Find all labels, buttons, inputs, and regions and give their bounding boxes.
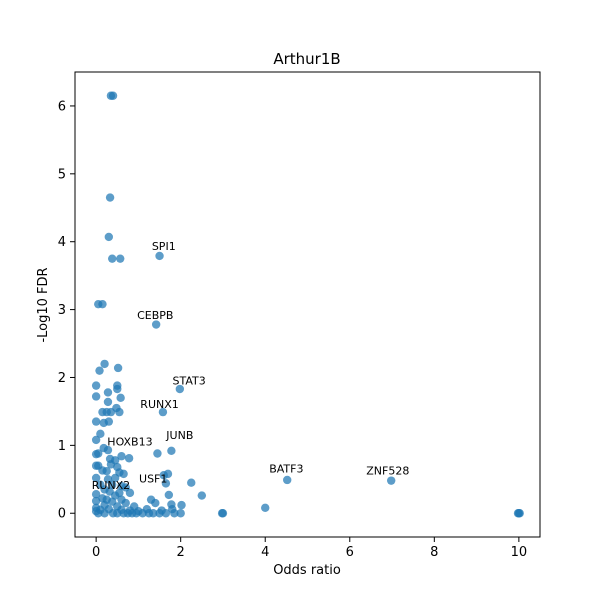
y-tick-label: 3 bbox=[58, 303, 66, 318]
x-ticks: 0 2 4 6 8 10 bbox=[92, 537, 527, 560]
data-point bbox=[187, 478, 196, 487]
data-point bbox=[149, 509, 158, 518]
data-point bbox=[121, 498, 130, 508]
data-point bbox=[113, 363, 123, 373]
data-point bbox=[387, 476, 396, 485]
data-point bbox=[115, 407, 124, 417]
data-point bbox=[125, 488, 135, 498]
x-tick-label: 6 bbox=[346, 545, 354, 560]
data-point bbox=[94, 509, 103, 518]
data-point bbox=[91, 490, 101, 499]
annotations-layer: SPI1 CEBPB STAT3 RUNX1 JUNB HOXB13 BATF3 ZNF528… bbox=[92, 240, 410, 492]
y-ticks: 0 1 2 3 4 5 6 bbox=[58, 99, 75, 522]
data-point bbox=[113, 509, 122, 518]
data-point bbox=[167, 446, 176, 455]
annotation-label: BATF3 bbox=[269, 463, 303, 476]
data-point bbox=[197, 491, 207, 500]
data-point bbox=[155, 509, 164, 518]
data-point bbox=[96, 429, 105, 439]
data-point bbox=[132, 509, 141, 518]
data-point bbox=[164, 490, 174, 500]
data-point bbox=[116, 393, 125, 403]
x-tick-label: 0 bbox=[92, 545, 100, 560]
y-tick-label: 0 bbox=[58, 507, 66, 522]
annotation-label: RUNX2 bbox=[92, 479, 130, 492]
data-point bbox=[161, 479, 171, 488]
data-point bbox=[91, 473, 101, 483]
annotation-label: JUNB bbox=[165, 429, 193, 442]
x-tick-label: 8 bbox=[430, 545, 438, 560]
chart-title: Arthur1B bbox=[273, 50, 340, 68]
annotation-label: SPI1 bbox=[152, 240, 176, 253]
data-point bbox=[98, 299, 107, 309]
data-point bbox=[170, 509, 179, 518]
data-point bbox=[151, 320, 161, 329]
data-point bbox=[103, 388, 113, 397]
data-point bbox=[175, 384, 185, 394]
y-axis-label: -Log10 FDR bbox=[36, 267, 51, 342]
data-point bbox=[100, 509, 109, 518]
data-point bbox=[108, 480, 117, 489]
data-point bbox=[94, 449, 103, 458]
y-tick-label: 5 bbox=[58, 167, 66, 182]
data-point bbox=[117, 452, 126, 461]
data-point bbox=[100, 359, 109, 369]
data-point bbox=[106, 460, 116, 469]
y-tick-label: 2 bbox=[58, 371, 66, 386]
data-point bbox=[161, 509, 171, 518]
data-point bbox=[91, 381, 101, 390]
points-layer bbox=[91, 91, 524, 518]
data-point bbox=[104, 417, 114, 426]
data-point bbox=[138, 509, 147, 518]
data-point bbox=[91, 435, 101, 445]
data-point bbox=[103, 445, 113, 455]
annotation-label: HOXB13 bbox=[107, 435, 152, 448]
data-point bbox=[116, 254, 125, 263]
data-point bbox=[159, 471, 168, 480]
data-point bbox=[103, 397, 113, 407]
data-point bbox=[153, 449, 162, 458]
annotation-label: RUNX1 bbox=[140, 398, 178, 411]
x-tick-label: 2 bbox=[177, 545, 185, 560]
data-point bbox=[106, 407, 116, 417]
data-point bbox=[91, 417, 101, 426]
y-tick-label: 6 bbox=[58, 99, 66, 114]
data-point bbox=[91, 496, 101, 506]
data-point bbox=[95, 366, 104, 375]
x-tick-label: 10 bbox=[511, 545, 528, 560]
data-point bbox=[91, 392, 101, 401]
data-point bbox=[283, 475, 292, 485]
data-point bbox=[176, 509, 185, 518]
x-tick-label: 4 bbox=[261, 545, 269, 560]
y-tick-label: 4 bbox=[58, 235, 66, 250]
data-point bbox=[155, 251, 164, 261]
data-point bbox=[108, 91, 118, 100]
data-point bbox=[110, 473, 120, 483]
data-point bbox=[119, 469, 128, 479]
data-point bbox=[105, 193, 115, 202]
data-point bbox=[102, 466, 111, 476]
x-axis-label: Odds ratio bbox=[273, 563, 341, 578]
annotation-label: CEBPB bbox=[137, 309, 173, 322]
annotation-label: USF1 bbox=[139, 473, 167, 486]
data-point bbox=[515, 509, 524, 518]
data-point bbox=[177, 500, 186, 510]
annotation-label: STAT3 bbox=[173, 374, 206, 387]
data-point bbox=[151, 498, 160, 508]
data-point bbox=[108, 254, 117, 263]
plot-frame bbox=[74, 71, 541, 538]
data-point bbox=[124, 454, 134, 463]
data-point bbox=[113, 384, 122, 394]
data-point bbox=[158, 407, 168, 417]
annotation-label: ZNF528 bbox=[366, 465, 409, 478]
data-point bbox=[218, 509, 228, 518]
y-tick-label: 1 bbox=[58, 439, 66, 454]
data-point bbox=[261, 503, 270, 513]
data-point bbox=[104, 232, 114, 242]
